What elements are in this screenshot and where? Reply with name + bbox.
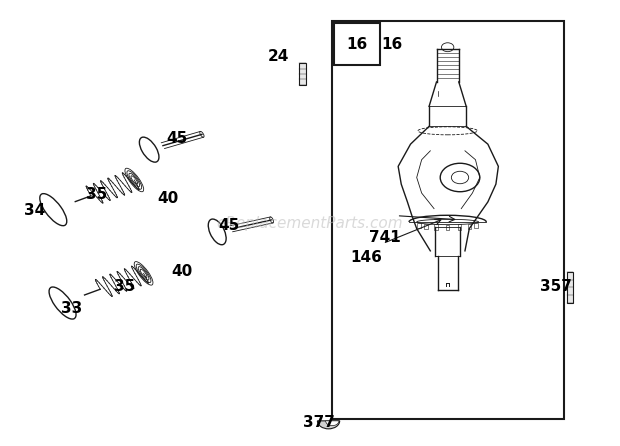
Text: 35: 35 — [86, 187, 107, 202]
Text: 16: 16 — [346, 37, 367, 52]
Text: 377: 377 — [303, 415, 334, 429]
Text: 40: 40 — [157, 191, 179, 206]
Text: 24: 24 — [268, 49, 290, 64]
Text: eReplacementParts.com: eReplacementParts.com — [216, 215, 404, 231]
Text: 33: 33 — [61, 301, 82, 316]
Bar — [417, 223, 421, 228]
Text: 741: 741 — [370, 230, 401, 245]
Wedge shape — [326, 421, 339, 425]
Bar — [567, 273, 573, 302]
Bar — [474, 223, 478, 228]
Text: 45: 45 — [218, 218, 240, 233]
Bar — [424, 224, 428, 229]
Bar — [446, 225, 450, 230]
Bar — [458, 224, 461, 230]
Text: 35: 35 — [114, 279, 135, 293]
Text: 40: 40 — [172, 264, 193, 278]
Text: 45: 45 — [167, 131, 188, 146]
Bar — [467, 224, 471, 229]
Text: 34: 34 — [24, 203, 45, 219]
Bar — [332, 21, 564, 419]
Bar — [299, 63, 306, 85]
Wedge shape — [317, 421, 340, 429]
Text: 357: 357 — [540, 279, 572, 294]
Bar — [434, 224, 438, 230]
Bar — [334, 23, 380, 65]
Text: 146: 146 — [350, 250, 382, 265]
Text: 16: 16 — [382, 37, 403, 52]
